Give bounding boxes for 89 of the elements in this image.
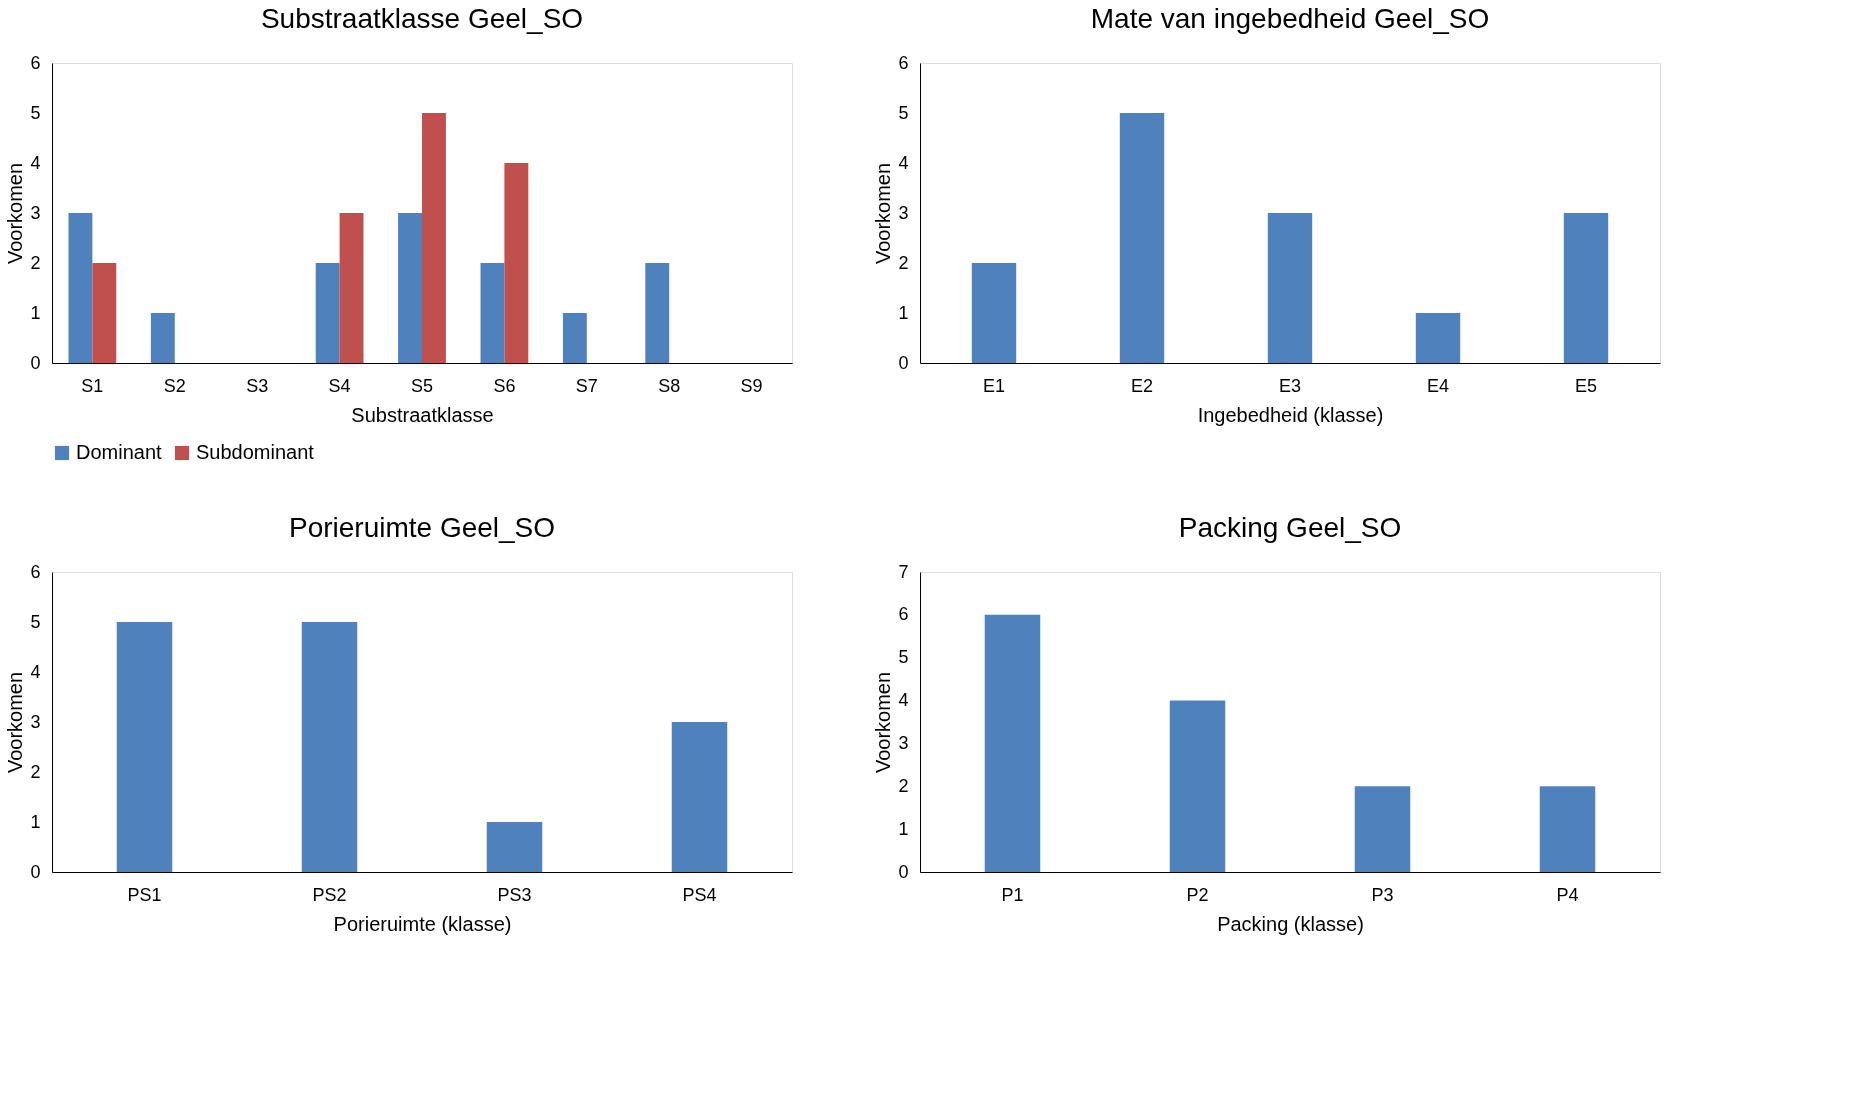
x-tick-label: S6 <box>493 375 516 396</box>
bar <box>1267 213 1313 363</box>
chart-title: Packing Geel_SO <box>1178 512 1402 543</box>
bar <box>1415 313 1461 363</box>
x-tick-label: P3 <box>1371 884 1394 905</box>
x-tick-label: E1 <box>982 375 1006 396</box>
y-tick-label: 4 <box>898 152 909 173</box>
x-axis-title: Packing (klasse) <box>1217 912 1364 935</box>
x-tick-label: PS1 <box>127 884 162 905</box>
bar <box>398 213 422 363</box>
x-tick-label: E4 <box>1426 375 1450 396</box>
bar <box>1119 113 1165 363</box>
y-tick-label: 2 <box>30 761 41 782</box>
x-tick-label: S4 <box>328 375 351 396</box>
y-tick-label: 3 <box>30 711 41 732</box>
bar <box>315 263 340 363</box>
y-tick-label: 4 <box>30 152 41 173</box>
x-tick-label: S8 <box>658 375 681 396</box>
bar <box>984 614 1041 872</box>
y-tick-label: 5 <box>898 102 909 123</box>
y-axis-title: Voorkomen <box>872 162 895 265</box>
chart-title: Substraatklasse Geel_SO <box>260 3 584 34</box>
y-axis-title: Voorkomen <box>872 671 895 774</box>
y-tick-label: 4 <box>30 661 41 682</box>
bar <box>486 822 543 872</box>
y-tick-label: 2 <box>898 775 909 796</box>
y-axis-title: Voorkomen <box>4 671 27 774</box>
y-tick-label: 5 <box>898 647 909 668</box>
y-tick-label: 6 <box>898 604 909 625</box>
x-tick-label: S5 <box>410 375 434 396</box>
bar <box>339 213 364 363</box>
y-tick-label: 1 <box>898 302 909 323</box>
y-tick-label: 3 <box>898 732 909 753</box>
x-axis-title: Substraatklasse <box>351 403 494 426</box>
legend-label: Subdominant <box>196 441 315 463</box>
y-tick-label: 0 <box>898 352 909 373</box>
x-tick-label: PS3 <box>497 884 532 905</box>
x-tick-label: S9 <box>740 375 763 396</box>
bar <box>562 313 587 363</box>
x-tick-label: PS4 <box>682 884 717 905</box>
y-tick-label: 5 <box>30 611 41 632</box>
y-tick-label: 1 <box>898 818 909 839</box>
bar <box>504 163 529 363</box>
y-tick-label: 1 <box>30 302 41 323</box>
bar <box>150 313 175 363</box>
y-tick-label: 4 <box>898 690 909 711</box>
bar <box>301 622 358 872</box>
y-tick-label: 2 <box>30 252 41 273</box>
y-tick-label: 5 <box>30 102 41 123</box>
x-tick-label: E5 <box>1574 375 1598 396</box>
bar <box>116 622 173 872</box>
bar <box>92 263 117 363</box>
x-tick-label: E2 <box>1130 375 1154 396</box>
y-tick-label: 1 <box>30 811 41 832</box>
bar <box>645 263 670 363</box>
y-tick-label: 0 <box>30 352 41 373</box>
x-axis-title: Porieruimte (klasse) <box>333 912 512 935</box>
y-tick-label: 0 <box>30 861 41 882</box>
bar <box>422 113 446 363</box>
y-tick-label: 0 <box>898 861 909 882</box>
y-tick-label: 6 <box>30 52 41 73</box>
x-axis-title: Ingebedheid (klasse) <box>1197 403 1384 426</box>
x-tick-label: P4 <box>1556 884 1579 905</box>
x-tick-label: S3 <box>246 375 269 396</box>
chart-title: Mate van ingebedheid Geel_SO <box>1090 3 1490 34</box>
bar <box>671 722 728 872</box>
bar <box>480 263 505 363</box>
y-tick-label: 2 <box>898 252 909 273</box>
y-tick-label: 3 <box>898 202 909 223</box>
x-tick-label: PS2 <box>312 884 347 905</box>
x-tick-label: S2 <box>163 375 186 396</box>
chart-title: Porieruimte Geel_SO <box>288 512 556 543</box>
y-axis-title: Voorkomen <box>4 162 27 265</box>
bar <box>1354 786 1411 872</box>
bar <box>1563 213 1609 363</box>
x-tick-label: P1 <box>1001 884 1024 905</box>
legend-label: Dominant <box>76 441 163 463</box>
bar <box>1169 700 1226 872</box>
y-tick-label: 7 <box>898 561 909 582</box>
y-tick-label: 3 <box>30 202 41 223</box>
bar <box>68 213 93 363</box>
y-tick-label: 6 <box>898 52 909 73</box>
bar <box>1539 786 1596 872</box>
x-tick-label: E3 <box>1278 375 1302 396</box>
x-tick-label: P2 <box>1186 884 1209 905</box>
x-tick-label: S1 <box>81 375 104 396</box>
bar <box>971 263 1017 363</box>
y-tick-label: 6 <box>30 561 41 582</box>
x-tick-label: S7 <box>575 375 598 396</box>
